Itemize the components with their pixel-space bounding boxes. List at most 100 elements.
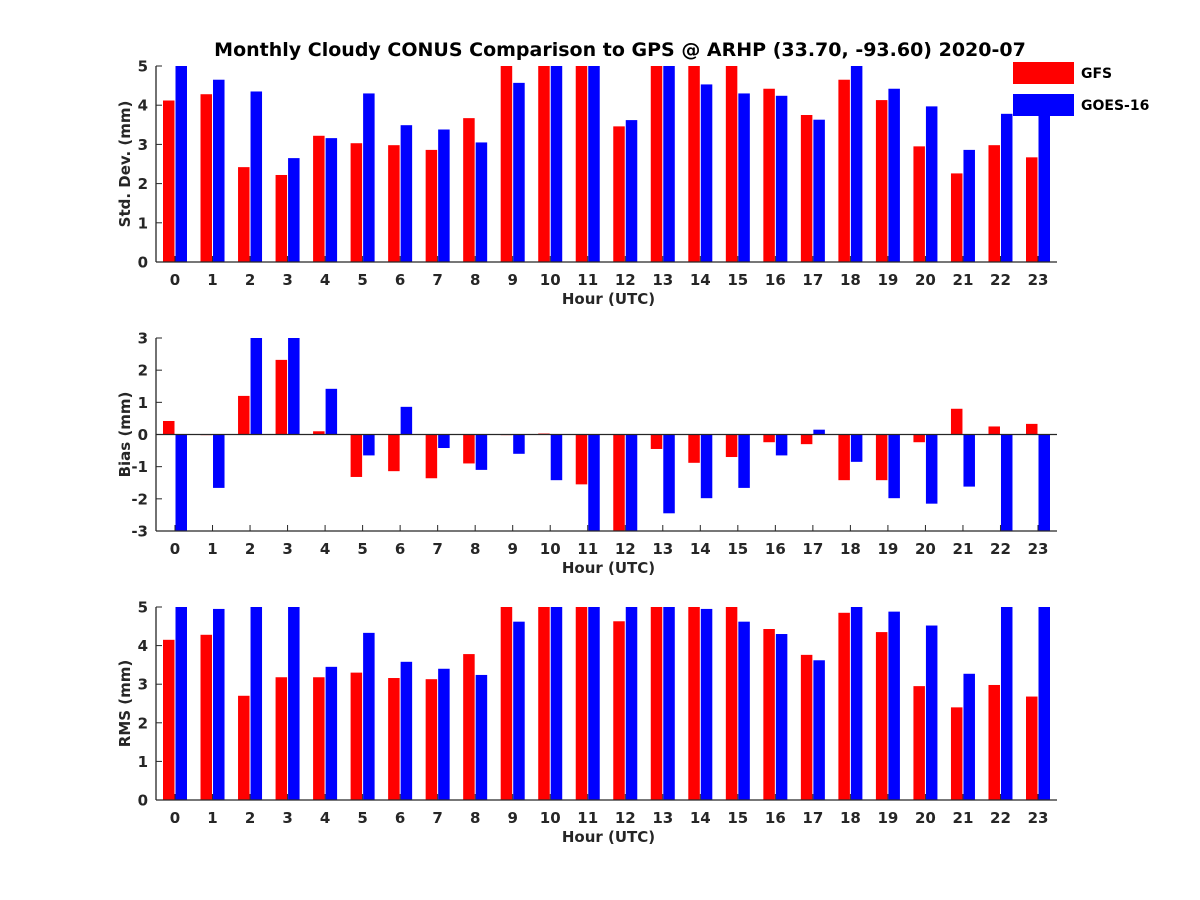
bar-gfs-hour-1: [200, 634, 213, 800]
bar-gfs-hour-6: [388, 145, 400, 262]
bar-goes-16-hour-0: [175, 66, 187, 262]
bar-goes-16-hour-13: [663, 434, 675, 514]
bar-goes-16-hour-9: [513, 82, 525, 262]
x-tick-label: 16: [765, 540, 786, 558]
x-tick-label: 3: [282, 540, 292, 558]
bar-gfs-hour-23: [1026, 423, 1038, 435]
bar-gfs-hour-19: [875, 632, 888, 800]
x-tick-label: 7: [432, 809, 442, 827]
bar-goes-16-hour-6: [400, 661, 413, 800]
y-tick-label: -3: [131, 523, 148, 541]
x-tick-label: 13: [652, 809, 673, 827]
bar-gfs-hour-19: [875, 434, 888, 481]
bar-gfs-hour-3: [275, 359, 288, 435]
bar-gfs-hour-18: [838, 612, 850, 800]
bar-goes-16-hour-23: [1038, 434, 1050, 531]
x-tick-label: 2: [245, 540, 255, 558]
bar-goes-16-hour-3: [288, 607, 300, 800]
x-tick-label: 11: [577, 540, 598, 558]
legend-label-gfs: GFS: [1081, 66, 1112, 82]
x-tick-label: 13: [652, 540, 673, 558]
bar-gfs-hour-17: [800, 115, 813, 262]
bar-goes-16-hour-22: [1000, 607, 1013, 800]
x-tick-label: 11: [577, 809, 598, 827]
x-tick-label: 23: [1028, 809, 1049, 827]
bar-gfs-hour-20: [913, 146, 925, 262]
y-tick-label: 5: [138, 599, 148, 617]
bar-gfs-hour-14: [688, 434, 700, 463]
bar-gfs-hour-12: [613, 621, 625, 800]
x-tick-label: 9: [507, 271, 517, 289]
x-tick-label: 14: [690, 809, 711, 827]
bar-goes-16-hour-11: [588, 607, 600, 800]
bar-gfs-hour-1: [200, 94, 213, 262]
x-tick-label: 22: [990, 809, 1011, 827]
bar-goes-16-hour-8: [475, 142, 488, 262]
bar-goes-16-hour-0: [175, 434, 187, 531]
bar-goes-16-hour-20: [925, 106, 938, 262]
bar-gfs-hour-4: [313, 431, 325, 435]
x-tick-label: 4: [320, 809, 330, 827]
bar-goes-16-hour-0: [175, 607, 187, 800]
x-tick-label: 15: [727, 271, 748, 289]
x-tick-label: 12: [615, 540, 636, 558]
bar-gfs-hour-8: [463, 654, 475, 800]
bar-gfs-hour-0: [163, 100, 175, 262]
y-tick-label: -2: [131, 490, 148, 508]
bar-gfs-hour-4: [313, 135, 325, 262]
bar-gfs-hour-17: [800, 654, 813, 800]
bar-goes-16-hour-22: [1000, 434, 1013, 531]
bar-gfs-hour-13: [650, 66, 663, 262]
x-axis-label: Hour (UTC): [562, 828, 655, 846]
bar-goes-16-hour-14: [700, 608, 713, 800]
x-tick-label: 1: [207, 540, 217, 558]
bar-gfs-hour-23: [1026, 157, 1038, 262]
y-tick-label: 0: [138, 792, 148, 810]
bar-goes-16-hour-15: [738, 434, 750, 488]
bar-goes-16-hour-10: [550, 434, 563, 481]
x-tick-label: 12: [615, 271, 636, 289]
bar-goes-16-hour-22: [1000, 113, 1013, 262]
bar-gfs-hour-22: [988, 145, 1000, 262]
bar-gfs-hour-6: [388, 434, 400, 472]
bar-goes-16-hour-11: [588, 66, 600, 262]
bar-goes-16-hour-9: [513, 434, 525, 454]
bar-goes-16-hour-3: [288, 338, 300, 435]
bar-goes-16-hour-14: [700, 434, 713, 499]
x-tick-label: 4: [320, 540, 330, 558]
bar-gfs-hour-13: [650, 434, 663, 449]
x-tick-label: 20: [915, 809, 936, 827]
bar-goes-16-hour-6: [400, 406, 413, 435]
x-tick-label: 0: [170, 540, 180, 558]
legend: GFS GOES-16: [1013, 62, 1149, 116]
x-tick-label: 0: [170, 809, 180, 827]
bar-goes-16-hour-14: [700, 84, 713, 262]
x-tick-label: 19: [877, 809, 898, 827]
x-tick-label: 8: [470, 271, 480, 289]
x-tick-label: 11: [577, 271, 598, 289]
x-tick-label: 8: [470, 540, 480, 558]
bar-goes-16-hour-12: [625, 120, 638, 262]
bar-goes-16-hour-1: [213, 434, 225, 488]
bar-goes-16-hour-5: [363, 434, 375, 456]
x-tick-label: 6: [395, 809, 405, 827]
bar-gfs-hour-0: [163, 639, 175, 800]
bar-gfs-hour-19: [875, 100, 888, 262]
x-tick-label: 22: [990, 540, 1011, 558]
bar-gfs-hour-2: [238, 167, 250, 262]
x-tick-label: 17: [802, 540, 823, 558]
bar-gfs-hour-22: [988, 426, 1000, 435]
bar-goes-16-hour-13: [663, 66, 675, 262]
x-tick-label: 15: [727, 809, 748, 827]
y-tick-label: 4: [138, 97, 148, 115]
bar-gfs-hour-11: [575, 607, 588, 800]
bar-gfs-hour-14: [688, 66, 700, 262]
bar-gfs-hour-20: [913, 686, 925, 800]
bar-gfs-hour-15: [725, 607, 738, 800]
bar-gfs-hour-7: [425, 679, 438, 800]
bar-gfs-hour-18: [838, 79, 850, 262]
bar-gfs-hour-5: [350, 434, 363, 477]
